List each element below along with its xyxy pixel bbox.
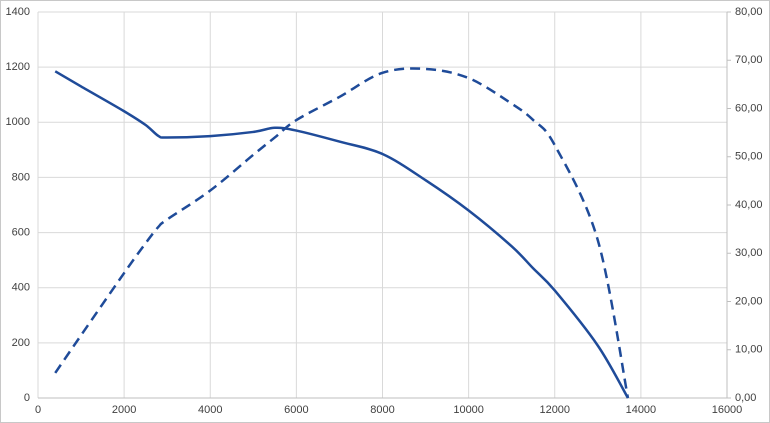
y-tick-label: 1400: [6, 6, 30, 18]
x-tick-label: 6000: [284, 404, 308, 416]
y2-tick-label: 70,00: [735, 54, 763, 66]
y2-tick-label: 40,00: [735, 199, 763, 211]
x-tick-label: 4000: [198, 404, 222, 416]
y-tick-label: 0: [24, 392, 30, 404]
y-tick-label: 1000: [6, 116, 30, 128]
y-tick-label: 600: [12, 226, 30, 238]
y-tick-label: 800: [12, 171, 30, 183]
y2-tick-label: 10,00: [735, 344, 763, 356]
y2-tick-label: 60,00: [735, 102, 763, 114]
y-tick-label: 1200: [6, 61, 30, 73]
y2-tick-label: 30,00: [735, 247, 763, 259]
x-tick-label: 14000: [626, 404, 657, 416]
x-tick-label: 0: [35, 404, 41, 416]
y2-tick-label: 80,00: [735, 6, 763, 18]
y-tick-label: 200: [12, 337, 30, 349]
y-tick-label: 400: [12, 282, 30, 294]
x-tick-label: 12000: [539, 404, 570, 416]
x-tick-label: 16000: [712, 404, 743, 416]
y2-tick-label: 0,00: [735, 392, 756, 404]
y2-tick-label: 50,00: [735, 151, 763, 163]
x-tick-label: 2000: [112, 404, 136, 416]
x-tick-label: 10000: [453, 404, 484, 416]
series-line: [54, 70, 630, 399]
y2-tick-label: 20,00: [735, 295, 763, 307]
x-tick-label: 8000: [370, 404, 394, 416]
